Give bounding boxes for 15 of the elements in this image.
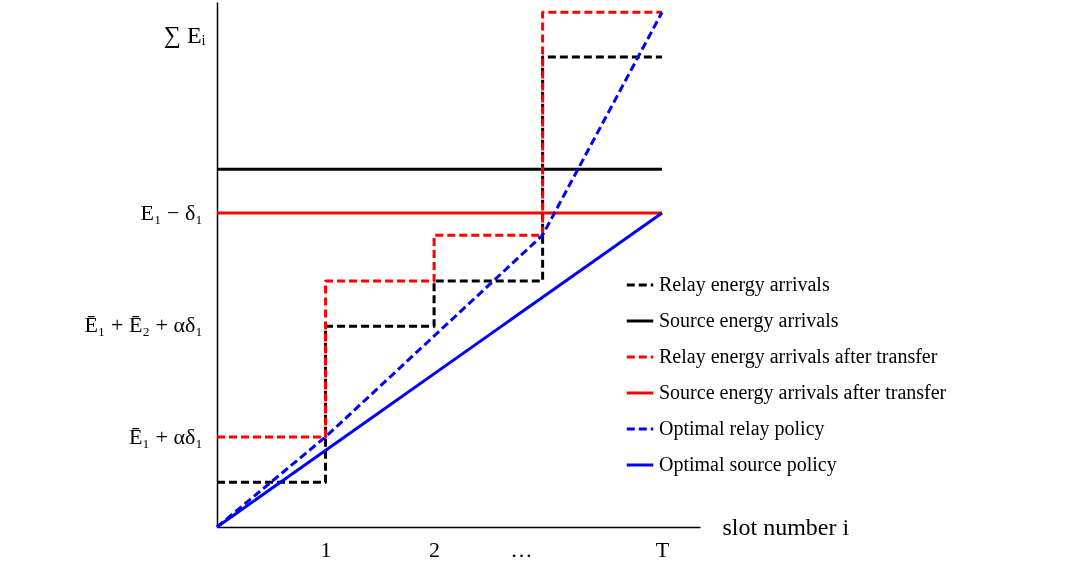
y-axis-title: ∑ Eᵢ: [163, 21, 206, 49]
legend-label: Optimal relay policy: [659, 417, 825, 440]
legend-label: Relay energy arrivals: [659, 273, 830, 296]
x-axis-title: slot number i: [722, 513, 850, 540]
legend-label: Optimal source policy: [659, 453, 837, 476]
legend-label: Relay energy arrivals after transfer: [659, 345, 938, 368]
x-tick-label: …: [510, 536, 533, 562]
x-tick-label: 2: [429, 536, 441, 562]
annotation: E₁ − δ₁: [140, 200, 203, 226]
text: Ē₁ + Ē₂ + αδ₁: [84, 311, 203, 337]
legend-label: Source energy arrivals after transfer: [659, 381, 947, 404]
legend-label: Source energy arrivals: [659, 309, 839, 332]
annotation: Ē₁ + αδ₁: [128, 423, 203, 449]
x-tick-label: 1: [320, 536, 332, 562]
x-tick-label: T: [655, 536, 670, 562]
